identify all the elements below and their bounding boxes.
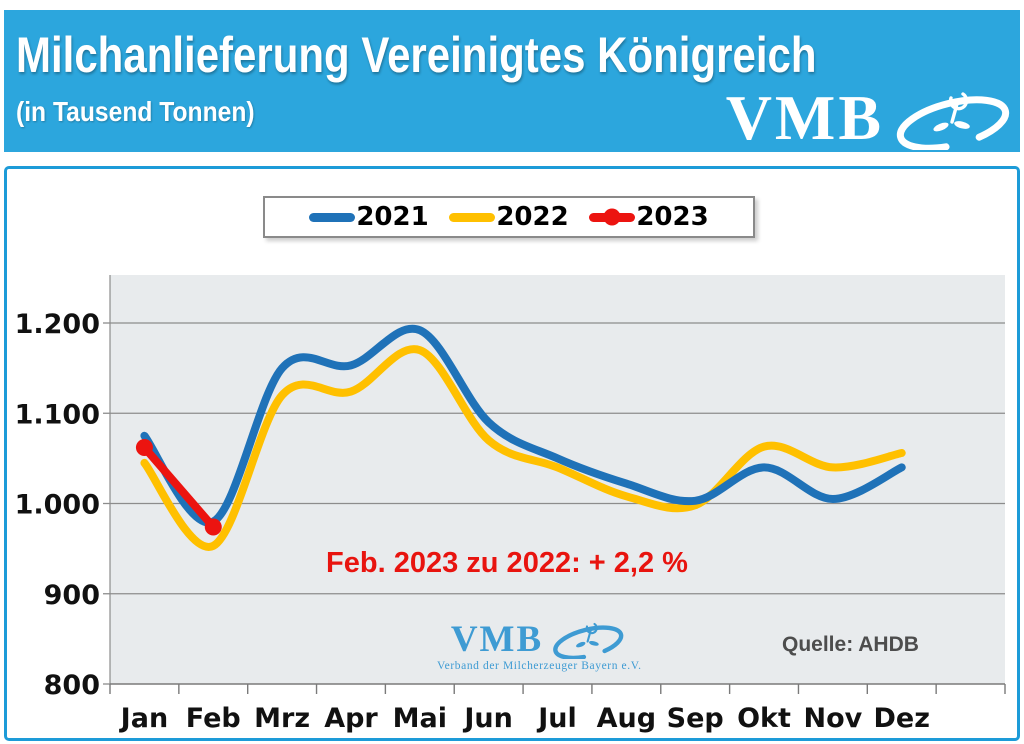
legend-swatch-2021 [309,212,356,222]
x-axis-label: Feb [186,703,241,734]
chart-card: 800 900 1.000 1.100 1.200 Jan Feb Mrz Apr Mai Jun J… [4,166,1020,741]
y-tick-label: 900 [44,580,100,611]
legend-item-2023: 2023 [589,202,709,232]
legend-label: 2021 [356,202,429,232]
x-axis-label: Apr [324,703,378,734]
series-line-2021 [140,324,906,527]
data-point-marker [204,518,222,536]
y-tick-label: 1.200 [15,309,100,340]
chart-legend: 2021 2022 2023 [263,196,755,238]
annotation-text: Feb. 2023 zu 2022: + 2,2 % [326,547,688,579]
page-title: Milchanlieferung Vereinigtes Königreich [16,27,817,83]
legend-swatch-2022 [449,212,496,222]
line-chart: 800 900 1.000 1.100 1.200 Jan Feb Mrz Apr Mai Jun J… [15,275,1006,734]
legend-label: 2022 [496,202,569,232]
x-axis-label: Mai [393,703,447,734]
legend-label: 2023 [636,202,709,232]
x-axis-label: Aug [597,703,656,734]
legend-item-2021: 2021 [309,202,429,232]
source-label: Quelle: AHDB [782,633,919,656]
watermark-logo: VMB Verband der Milcherzeuger Bayern e.V… [437,618,642,673]
y-tick-label: 800 [44,670,100,701]
x-axis-label: Jul [536,703,577,734]
vmb-logo-text: VMB [725,82,884,153]
data-point-marker [135,439,153,456]
series-line-2022 [140,345,906,551]
y-tick-label: 1.100 [15,399,100,430]
legend-swatch-2023 [589,208,636,226]
x-axis-label: Jan [119,703,169,734]
page-subtitle: (in Tausend Tonnen) [16,96,255,127]
vmb-swoosh-icon [896,92,1010,150]
series-line-2023 [140,443,218,531]
x-axis-label: Okt [737,703,791,734]
header-banner: Milchanlieferung Vereinigtes Königreich … [4,10,1020,152]
x-axis-label: Dez [874,703,930,734]
y-tick-label: 1.000 [15,490,100,521]
x-axis-label: Jun [462,703,513,734]
watermark-swoosh-icon [553,622,624,659]
x-axis-label: Nov [804,703,863,734]
plot-area [110,275,1005,684]
watermark-logo-text: VMB [450,618,544,660]
x-axis-label: Mrz [254,703,310,734]
watermark-subtext: Verband der Milcherzeuger Bayern e.V. [437,660,642,672]
x-axis-label: Sep [667,703,724,734]
vmb-logo: VMB [726,86,1014,150]
legend-item-2022: 2022 [449,202,569,232]
